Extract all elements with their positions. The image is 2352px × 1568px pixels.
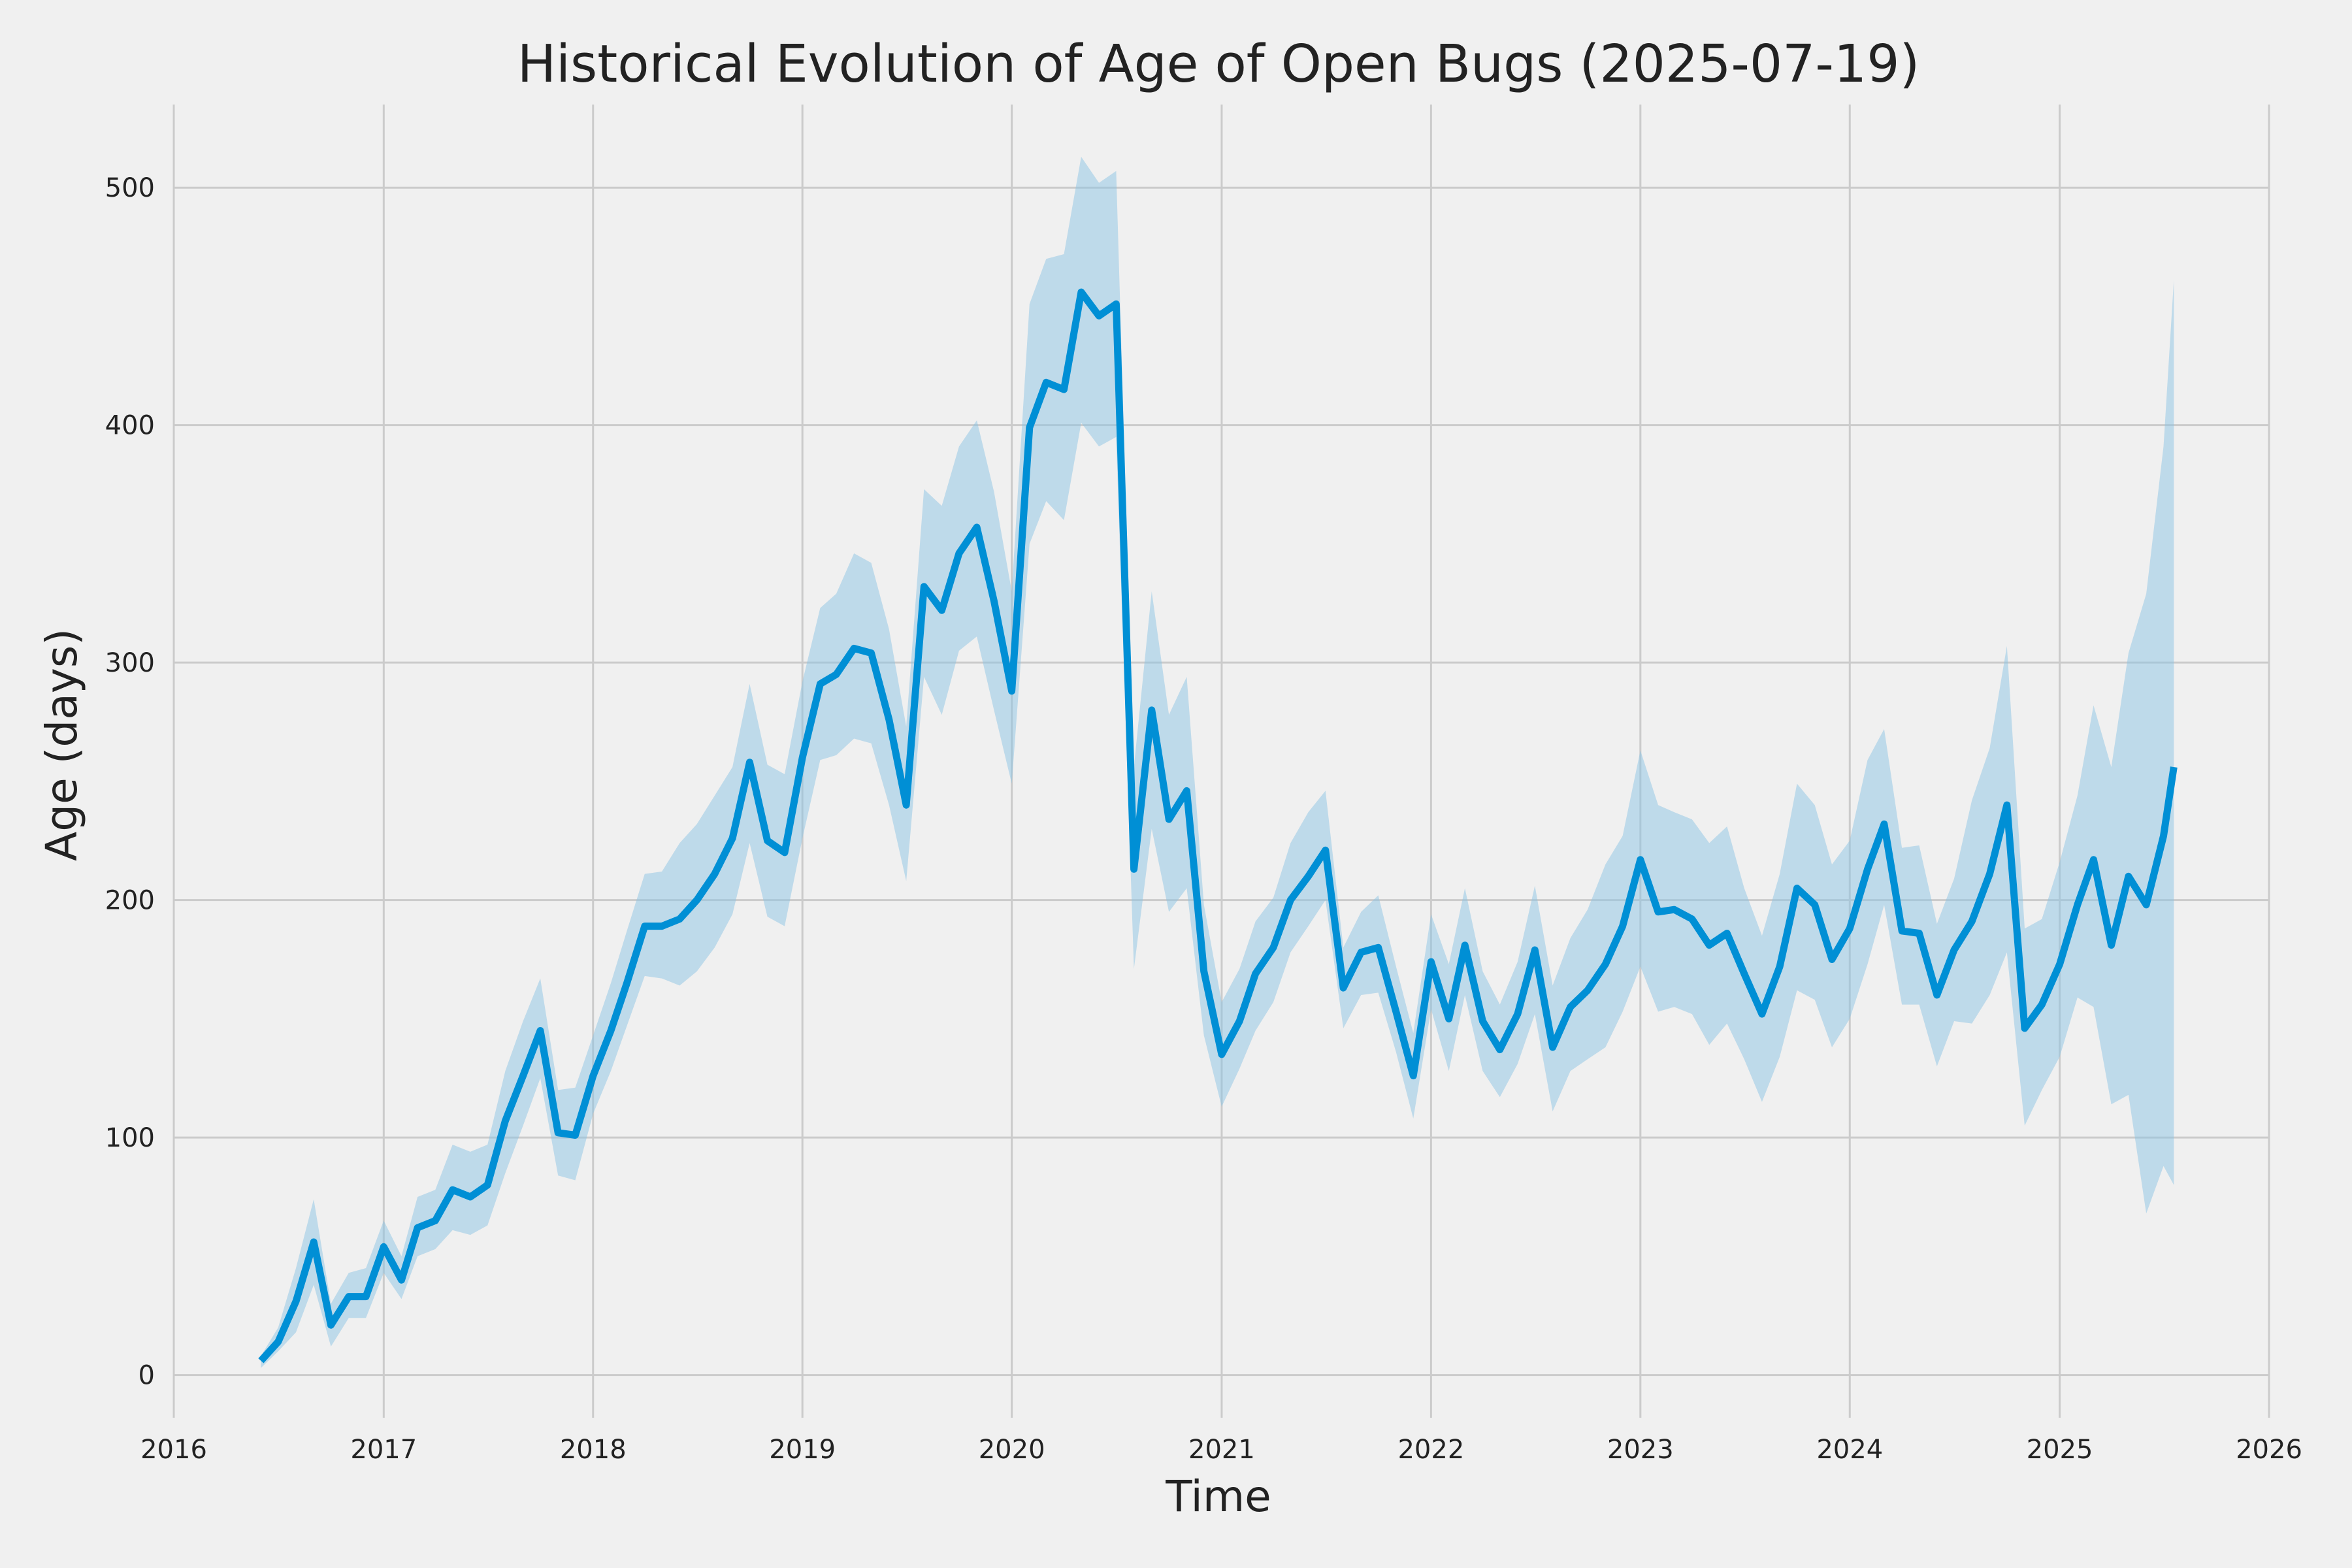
- y-tick-label: 300: [105, 648, 155, 678]
- x-tick-label: 2024: [1816, 1435, 1883, 1465]
- x-tick-label: 2016: [140, 1435, 207, 1465]
- series-line: [258, 288, 2178, 1364]
- x-tick-label: 2017: [350, 1435, 417, 1465]
- y-axis-label: Age (days): [37, 629, 87, 861]
- x-tick-label: 2022: [1397, 1435, 1464, 1465]
- y-tick-label: 100: [105, 1123, 155, 1153]
- x-tick-label: 2023: [1607, 1435, 1674, 1465]
- x-tick-label: 2020: [979, 1435, 1045, 1465]
- x-axis-label: Time: [1165, 1471, 1271, 1522]
- y-tick-label: 0: [139, 1361, 155, 1391]
- y-tick-label: 400: [105, 411, 155, 441]
- y-tick-label: 500: [105, 173, 155, 203]
- x-tick-label: 2021: [1188, 1435, 1255, 1465]
- x-tick-label: 2025: [2027, 1435, 2093, 1465]
- x-tick-label: 2019: [769, 1435, 836, 1465]
- x-tick-label: 2018: [560, 1435, 627, 1465]
- chart-title: Historical Evolution of Age of Open Bugs…: [517, 34, 1920, 94]
- x-tick-label: 2026: [2236, 1435, 2302, 1465]
- y-tick-label: 200: [105, 886, 155, 916]
